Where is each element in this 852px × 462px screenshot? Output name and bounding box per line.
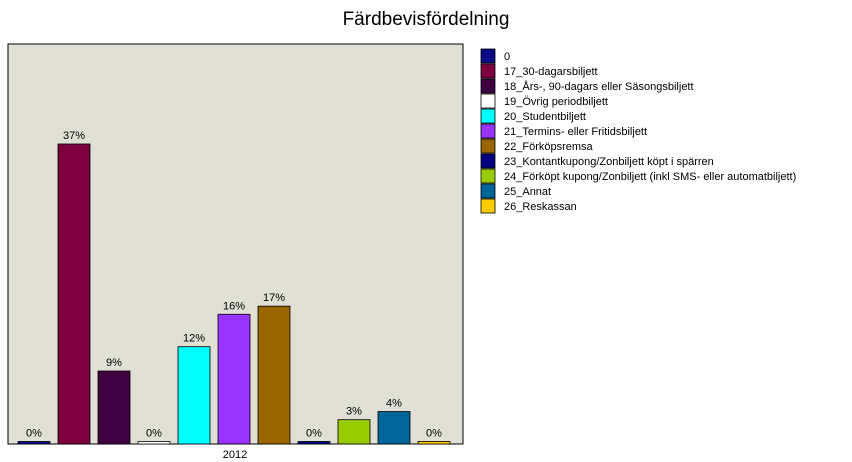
legend-label-5: 21_Termins- eller Fritidsbiljett <box>504 126 647 138</box>
legend-label-4: 20_Studentbiljett <box>504 111 586 123</box>
legend-swatch-1 <box>480 63 496 79</box>
legend-label-0: 0 <box>504 51 510 63</box>
legend-swatch-6 <box>480 138 496 154</box>
bar-4 <box>177 346 211 445</box>
legend-swatch-3 <box>480 93 496 109</box>
legend-label-6: 22_Förköpsremsa <box>504 141 594 153</box>
bar-0 <box>17 441 51 445</box>
bar-value-label-7: 0% <box>306 428 322 440</box>
legend-label-7: 23_Kontantkupong/Zonbiljett köpt i spärr… <box>504 156 714 168</box>
bar-value-label-3: 0% <box>146 428 162 440</box>
bar-value-label-9: 4% <box>386 398 402 410</box>
legend-label-1: 17_30-dagarsbiljett <box>504 66 598 78</box>
bar-value-label-1: 37% <box>63 130 85 142</box>
legend-label-10: 26_Reskassan <box>504 201 577 213</box>
bars-group: 0% 37% 9% 0% 12% 16% 17% 0% 3% 4% 0% <box>17 130 451 445</box>
legend-label-8: 24_Förköpt kupong/Zonbiljett (inkl SMS- … <box>504 171 796 183</box>
bar-1 <box>57 143 91 445</box>
bar-value-label-8: 3% <box>346 406 362 418</box>
bar-5 <box>217 313 251 445</box>
bar-2 <box>97 370 131 445</box>
legend-swatch-9 <box>480 183 496 199</box>
legend-swatch-0 <box>480 48 496 64</box>
bar-7 <box>297 441 331 445</box>
bar-6 <box>257 305 291 445</box>
bar-8 <box>337 419 371 445</box>
bar-value-label-4: 12% <box>183 333 205 345</box>
bar-value-label-5: 16% <box>223 300 245 312</box>
bar-value-label-2: 9% <box>106 357 122 369</box>
bar-3 <box>137 441 171 445</box>
legend-swatch-4 <box>480 108 496 124</box>
legend-swatch-2 <box>480 78 496 94</box>
x-tick-label: 2012 <box>223 449 247 461</box>
legend-swatch-8 <box>480 168 496 184</box>
bar-9 <box>377 411 411 445</box>
legend-label-2: 18_Års-, 90-dagars eller Säsongsbiljett <box>504 80 694 93</box>
bar-value-label-10: 0% <box>426 428 442 440</box>
bar-value-label-6: 17% <box>263 292 285 304</box>
legend: 0 17_30-dagarsbiljett 18_Års-, 90-dagars e… <box>480 48 796 214</box>
bar-value-label-0: 0% <box>26 428 42 440</box>
legend-swatch-5 <box>480 123 496 139</box>
legend-label-3: 19_Övrig periodbiljett <box>504 96 608 108</box>
legend-label-9: 25_Annat <box>504 186 551 198</box>
bar-10 <box>417 441 451 445</box>
legend-swatch-10 <box>480 198 496 214</box>
chart-title: Färdbevisfördelning <box>343 9 510 30</box>
legend-swatch-7 <box>480 153 496 169</box>
